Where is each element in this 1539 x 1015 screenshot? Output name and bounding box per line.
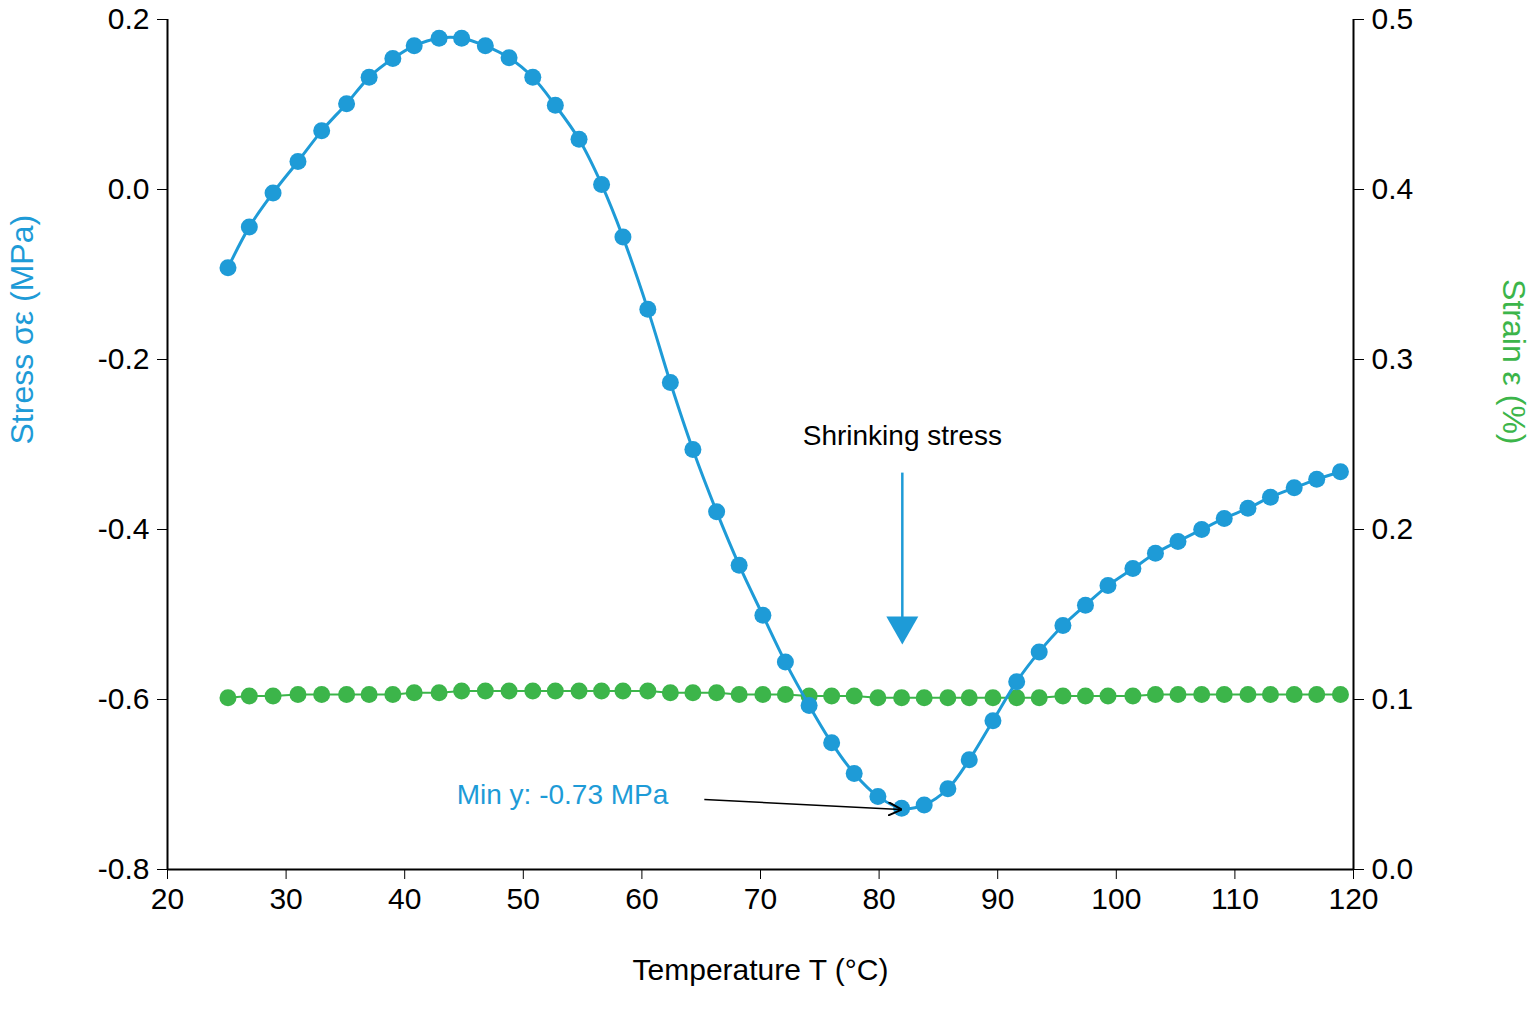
- svg-text:-0.4: -0.4: [98, 512, 150, 545]
- svg-text:20: 20: [151, 882, 184, 915]
- svg-text:Min y: -0.73 MPa: Min y: -0.73 MPa: [457, 779, 669, 810]
- svg-text:0.3: 0.3: [1372, 342, 1414, 375]
- svg-text:0.0: 0.0: [1372, 852, 1414, 885]
- svg-text:90: 90: [981, 882, 1014, 915]
- svg-text:100: 100: [1091, 882, 1141, 915]
- svg-text:0.2: 0.2: [108, 2, 150, 35]
- svg-text:-0.6: -0.6: [98, 682, 150, 715]
- svg-text:80: 80: [862, 882, 895, 915]
- svg-text:40: 40: [388, 882, 421, 915]
- svg-text:120: 120: [1328, 882, 1378, 915]
- svg-text:Strain ε (%): Strain ε (%): [1496, 279, 1532, 444]
- svg-text:110: 110: [1211, 882, 1259, 915]
- svg-text:30: 30: [269, 882, 302, 915]
- svg-text:0.1: 0.1: [1372, 682, 1414, 715]
- svg-text:0.4: 0.4: [1372, 172, 1414, 205]
- svg-text:50: 50: [507, 882, 540, 915]
- svg-text:-0.8: -0.8: [98, 852, 150, 885]
- svg-text:Stress σε (MPa): Stress σε (MPa): [4, 215, 40, 445]
- svg-text:0.0: 0.0: [108, 172, 150, 205]
- svg-text:70: 70: [744, 882, 777, 915]
- svg-text:Temperature T (°C): Temperature T (°C): [633, 953, 889, 986]
- svg-text:0.2: 0.2: [1372, 512, 1414, 545]
- svg-text:-0.2: -0.2: [98, 342, 150, 375]
- svg-text:60: 60: [625, 882, 658, 915]
- svg-text:0.5: 0.5: [1372, 2, 1414, 35]
- svg-text:Shrinking stress: Shrinking stress: [803, 420, 1002, 451]
